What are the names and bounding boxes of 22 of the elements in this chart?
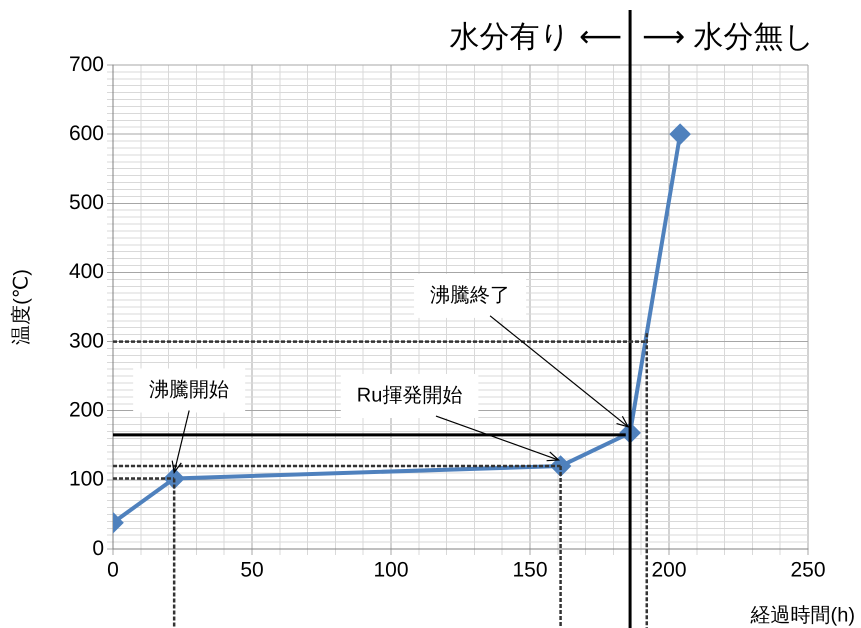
x-tick-label: 100 <box>373 558 409 582</box>
y-tick-label: 600 <box>68 122 104 145</box>
point <box>670 124 690 144</box>
x-tick-label: 150 <box>512 558 548 582</box>
y-tick-label: 700 <box>68 52 104 76</box>
y-tick-label: 400 <box>68 260 104 284</box>
x-tick-label: 200 <box>651 558 687 582</box>
y-tick-label: 200 <box>68 398 104 422</box>
text: 水分有り ⟵ <box>450 20 622 54</box>
y-axis-title: 温度(℃) <box>10 269 33 345</box>
y-tick-label: 100 <box>68 468 104 491</box>
y-tick-label: 500 <box>68 191 104 214</box>
x-tick-label: 0 <box>107 558 119 582</box>
annotation: Ru揮発開始 <box>356 384 462 407</box>
annotation: 沸騰開始 <box>149 378 230 401</box>
x-axis-title: 経過時間(h) <box>750 604 855 627</box>
y-tick-label: 0 <box>92 536 104 560</box>
y-tick-label: 300 <box>68 329 104 352</box>
annotation: 沸騰終了 <box>430 284 510 306</box>
text: ⟶ 水分無し <box>642 20 814 54</box>
x-tick-label: 50 <box>240 558 264 582</box>
x-tick-label: 250 <box>790 558 826 582</box>
